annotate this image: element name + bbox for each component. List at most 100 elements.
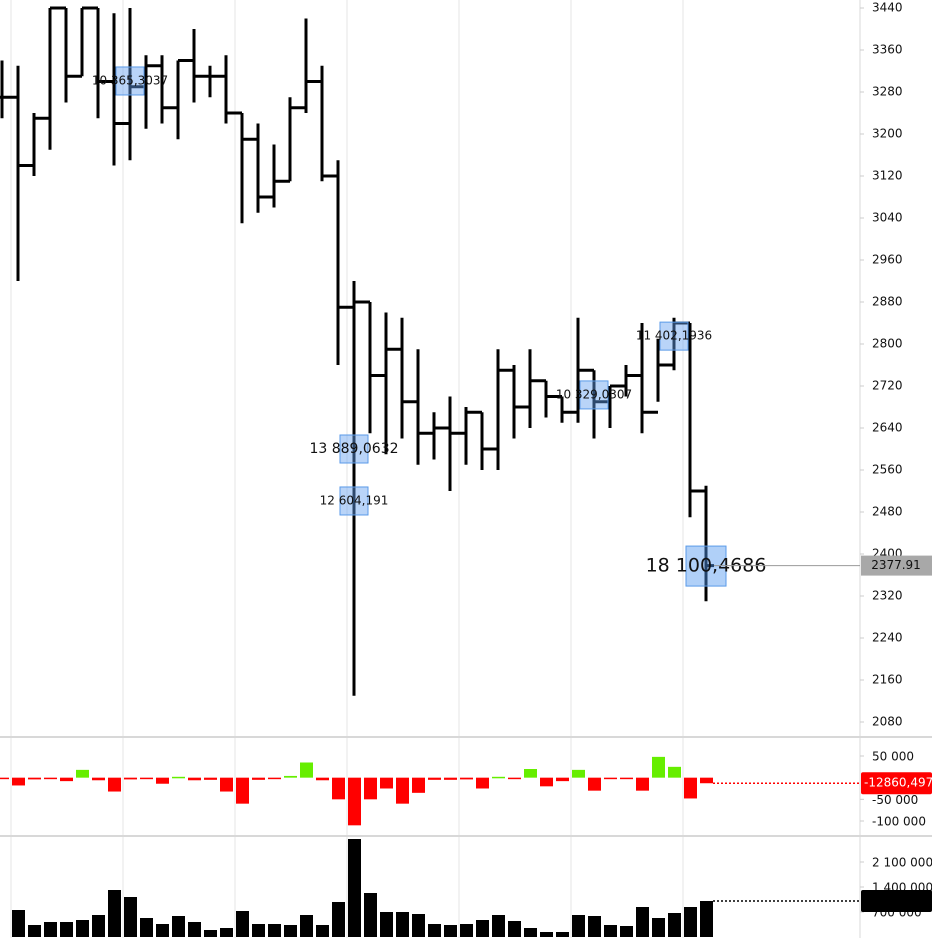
bar [668,913,681,937]
bar [652,756,665,778]
bar [428,777,441,780]
bar [268,777,281,780]
y-tick-label: 2880 [872,295,903,309]
bar [60,922,73,937]
bar [348,839,361,937]
cluster-label: 10 329,0307 [556,387,632,401]
bar [236,777,249,804]
y-tick-label: 50 000 [872,750,914,764]
y-tick-label: 3280 [872,85,903,99]
bar [188,777,201,781]
last-value-box [861,772,932,795]
bar [556,932,569,937]
cluster-label: 12 604,191 [320,493,389,507]
bar [556,777,569,782]
y-tick-label: 2560 [872,463,903,477]
bar [700,901,713,937]
bar [524,928,537,937]
bar [444,925,457,937]
bar [540,777,553,787]
bar [380,777,393,789]
y-tick-label: 2640 [872,421,903,435]
bar [428,924,441,937]
last-price-label: 2377.91 [871,558,921,572]
bar [188,922,201,937]
bar [156,777,169,784]
bar [652,918,665,937]
bar [588,777,601,791]
last-price-box [861,555,932,576]
bar [604,925,617,937]
y-tick-label: 2960 [872,253,903,267]
bar [172,776,185,779]
bar [476,920,489,937]
bar [444,777,457,780]
y-tick-label: 2080 [872,715,903,729]
cluster-label: 18 100,4686 [646,555,767,577]
bar [140,918,153,937]
bar [28,777,41,780]
bar [76,920,89,937]
bar [204,777,217,780]
y-tick-label: 3120 [872,169,903,183]
bar [284,925,297,937]
bar [108,890,121,937]
bar [620,926,633,937]
bar [572,769,585,778]
y-tick-label: 3440 [872,1,903,15]
bar [492,915,505,937]
bar [44,922,57,937]
volume-cluster [339,434,369,464]
y-tick-label: -50 000 [872,793,918,807]
bar [412,777,425,793]
bar [28,925,41,937]
y-tick-label: 2 100 000 [872,856,932,870]
bar [0,777,9,780]
bar [636,907,649,937]
y-tick-label: 2160 [872,673,903,687]
bar [300,762,313,778]
y-tick-label: 2320 [872,589,903,603]
cluster-label: 10 365,3037 [92,73,168,87]
bar [124,777,137,780]
bar [588,916,601,937]
bar [604,777,617,780]
volume-cluster [579,380,609,410]
cluster-label: 11 402,1936 [636,329,712,343]
bar [380,912,393,937]
bar [108,777,121,792]
bar [364,777,377,800]
bar [492,776,505,779]
bar [460,924,473,937]
y-tick-label: -100 000 [872,815,926,829]
bar [700,777,713,784]
bar [220,777,233,792]
bar [508,921,521,937]
bar [76,769,89,778]
y-tick-label: 2800 [872,337,903,351]
bar [620,777,633,780]
y-tick-label: 3040 [872,211,903,225]
bar [252,924,265,937]
bar [508,777,521,780]
bar [236,911,249,937]
bar [172,916,185,937]
vertical-grid [10,0,684,938]
bar [364,893,377,937]
y-tick-label: 2480 [872,505,903,519]
bar [220,928,233,937]
y-tick-label: 3200 [872,127,903,141]
bar [476,777,489,789]
last-value-label: -12860,4977 [864,776,932,790]
bar [284,775,297,778]
volume-cluster [339,486,369,516]
y-tick-label: 2720 [872,379,903,393]
bar [316,777,329,781]
bar [12,777,25,786]
y-tick-label: 2240 [872,631,903,645]
bar [300,915,313,937]
bar [684,777,697,799]
bar [348,777,361,826]
bar [12,910,25,937]
